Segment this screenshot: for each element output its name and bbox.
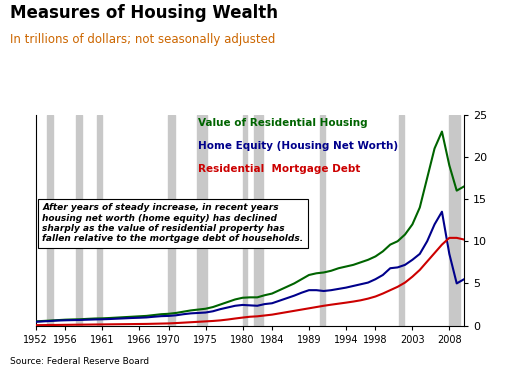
Text: Residential  Mortgage Debt: Residential Mortgage Debt [198, 164, 360, 174]
Bar [97, 115, 102, 326]
Bar [448, 115, 460, 326]
Text: After years of steady increase, in recent years
housing net worth (home equity) : After years of steady increase, in recen… [42, 203, 303, 243]
Bar [253, 115, 263, 326]
Bar [320, 115, 325, 326]
Bar [399, 115, 404, 326]
Text: Measures of Housing Wealth: Measures of Housing Wealth [10, 4, 277, 22]
Text: Source: Federal Reserve Board: Source: Federal Reserve Board [10, 357, 149, 366]
Text: Value of Residential Housing: Value of Residential Housing [198, 118, 367, 128]
Bar [242, 115, 246, 326]
Bar [76, 115, 82, 326]
Bar [167, 115, 174, 326]
Text: In trillions of dollars; not seasonally adjusted: In trillions of dollars; not seasonally … [10, 33, 275, 46]
Text: Home Equity (Housing Net Worth): Home Equity (Housing Net Worth) [198, 141, 398, 151]
Bar [197, 115, 207, 326]
Bar [47, 115, 52, 326]
